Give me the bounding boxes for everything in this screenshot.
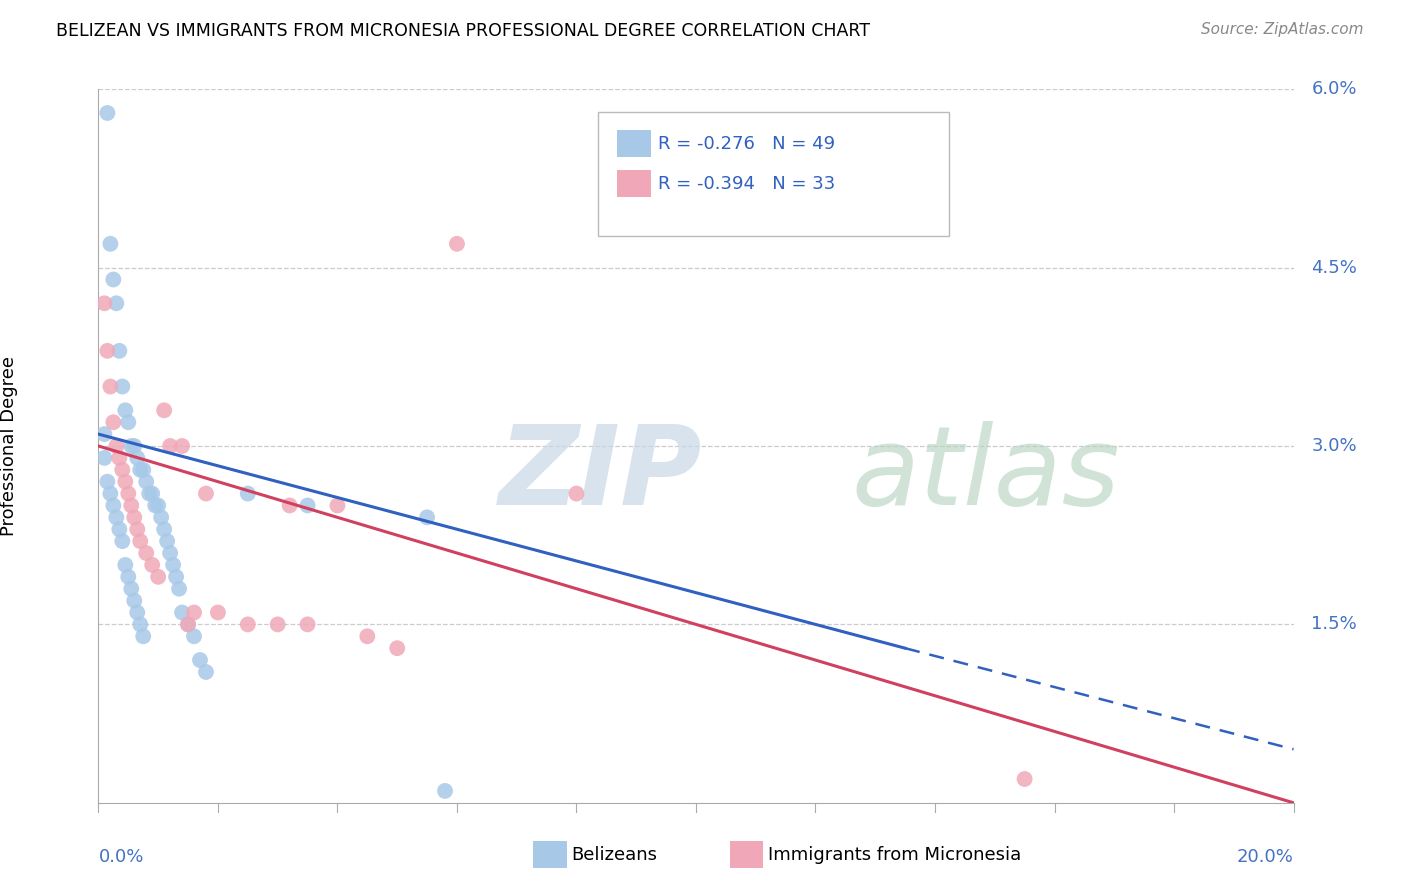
- Point: [141, 558, 163, 572]
- Text: 6.0%: 6.0%: [1312, 80, 1357, 98]
- Point: [297, 617, 319, 632]
- Point: [1014, 772, 1036, 786]
- Point: [124, 510, 146, 524]
- Point: [385, 641, 409, 656]
- Point: [159, 546, 181, 560]
- Point: [93, 427, 115, 442]
- Point: [135, 475, 157, 489]
- Point: [141, 486, 163, 500]
- Point: [96, 106, 118, 120]
- Point: [143, 499, 166, 513]
- Point: [96, 343, 118, 358]
- Point: [148, 499, 170, 513]
- Point: [111, 534, 134, 549]
- Point: [194, 665, 218, 679]
- Point: [162, 558, 184, 572]
- Point: [565, 486, 588, 500]
- Point: [127, 522, 149, 536]
- Point: [120, 439, 142, 453]
- Point: [108, 522, 131, 536]
- Point: [177, 617, 200, 632]
- Point: [124, 439, 146, 453]
- Point: [153, 522, 176, 536]
- Point: [93, 450, 115, 465]
- Point: [108, 450, 131, 465]
- Point: [236, 486, 259, 500]
- Point: [111, 463, 134, 477]
- Point: [93, 296, 115, 310]
- Point: [297, 499, 319, 513]
- Point: [236, 617, 259, 632]
- Point: [105, 296, 128, 310]
- Point: [153, 403, 176, 417]
- Point: [278, 499, 301, 513]
- Text: 3.0%: 3.0%: [1312, 437, 1357, 455]
- Point: [416, 510, 439, 524]
- Text: ZIP: ZIP: [499, 421, 702, 528]
- Text: 0.0%: 0.0%: [98, 848, 143, 866]
- Point: [98, 236, 122, 251]
- Point: [124, 593, 146, 607]
- Point: [108, 343, 131, 358]
- Point: [105, 510, 128, 524]
- Point: [183, 629, 205, 643]
- Point: [132, 629, 155, 643]
- Text: 1.5%: 1.5%: [1312, 615, 1357, 633]
- Point: [326, 499, 349, 513]
- Point: [194, 486, 218, 500]
- Text: R = -0.394   N = 33: R = -0.394 N = 33: [658, 175, 835, 193]
- Point: [148, 570, 170, 584]
- Point: [356, 629, 378, 643]
- Point: [135, 546, 157, 560]
- Point: [172, 606, 194, 620]
- Point: [111, 379, 134, 393]
- Text: R = -0.276   N = 49: R = -0.276 N = 49: [658, 135, 835, 153]
- Text: 4.5%: 4.5%: [1312, 259, 1357, 277]
- Point: [105, 439, 128, 453]
- Point: [167, 582, 190, 596]
- Point: [117, 415, 139, 429]
- Point: [183, 606, 205, 620]
- Point: [120, 499, 142, 513]
- Point: [267, 617, 290, 632]
- Point: [117, 486, 139, 500]
- Text: Belizeans: Belizeans: [571, 846, 657, 863]
- Point: [129, 534, 152, 549]
- Point: [138, 486, 160, 500]
- Point: [129, 463, 152, 477]
- Point: [103, 272, 125, 286]
- Point: [114, 403, 136, 417]
- Point: [156, 534, 179, 549]
- Point: [207, 606, 229, 620]
- Point: [433, 784, 456, 798]
- Text: Immigrants from Micronesia: Immigrants from Micronesia: [768, 846, 1021, 863]
- Point: [103, 499, 125, 513]
- Point: [127, 606, 149, 620]
- Point: [117, 570, 139, 584]
- Point: [127, 450, 149, 465]
- Point: [172, 439, 194, 453]
- Point: [446, 236, 468, 251]
- Point: [98, 379, 122, 393]
- Point: [165, 570, 187, 584]
- Text: BELIZEAN VS IMMIGRANTS FROM MICRONESIA PROFESSIONAL DEGREE CORRELATION CHART: BELIZEAN VS IMMIGRANTS FROM MICRONESIA P…: [56, 22, 870, 40]
- Point: [114, 558, 136, 572]
- Point: [114, 475, 136, 489]
- Point: [132, 463, 155, 477]
- Point: [159, 439, 181, 453]
- Point: [177, 617, 200, 632]
- Point: [96, 475, 118, 489]
- Point: [98, 486, 122, 500]
- Point: [120, 582, 142, 596]
- Point: [150, 510, 173, 524]
- Point: [103, 415, 125, 429]
- Text: atlas: atlas: [851, 421, 1121, 528]
- Text: Source: ZipAtlas.com: Source: ZipAtlas.com: [1201, 22, 1364, 37]
- Point: [129, 617, 152, 632]
- Text: Professional Degree: Professional Degree: [0, 356, 18, 536]
- Text: 20.0%: 20.0%: [1237, 848, 1294, 866]
- Point: [188, 653, 211, 667]
